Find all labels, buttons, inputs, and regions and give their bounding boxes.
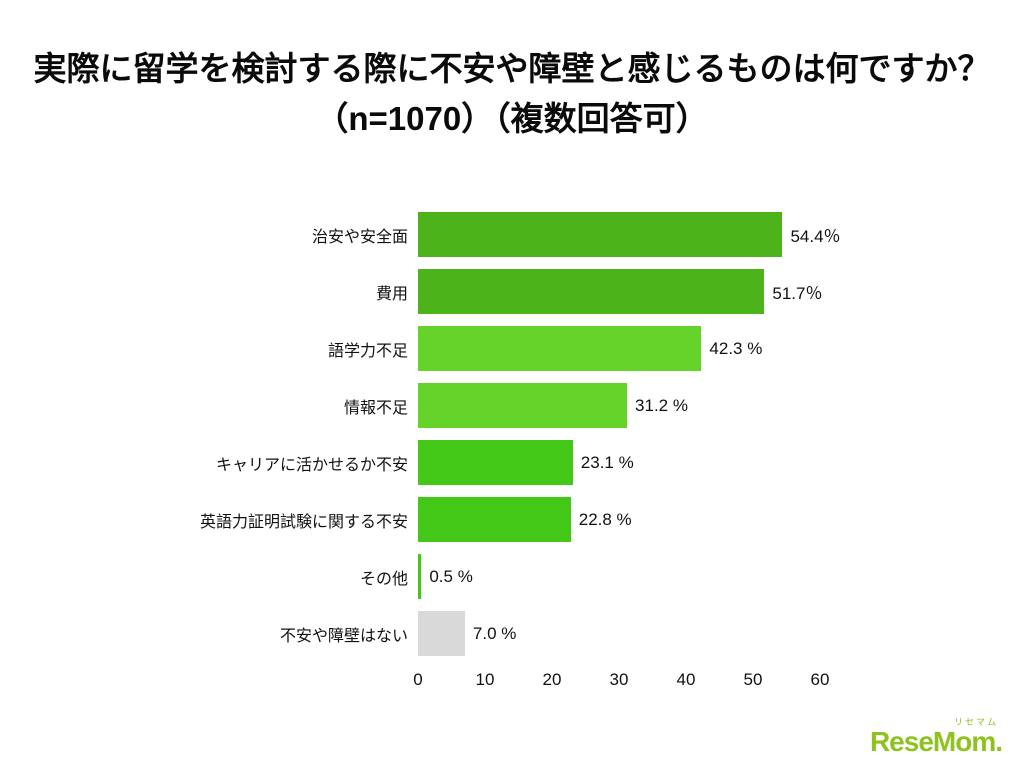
- bar: [418, 497, 571, 542]
- value-label: 31.2 %: [635, 395, 688, 415]
- bar: [418, 440, 573, 485]
- category-label: キャリアに活かせるか不安: [215, 456, 408, 474]
- chart-row: その他 0.5 %: [0, 554, 1024, 599]
- x-axis-tick: 50: [743, 670, 763, 689]
- value-label: 23.1 %: [580, 452, 634, 472]
- x-axis-tick: 60: [810, 670, 830, 689]
- chart-row: キャリアに活かせるか不安 23.1 %: [0, 440, 1024, 485]
- bar-track: 23.1 %: [418, 440, 820, 485]
- chart-row: 不安や障壁はない 7.0 %: [0, 611, 1024, 656]
- chart-row: 英語力証明試験に関する不安 22.8 %: [0, 497, 1024, 542]
- category-label: 情報不足: [343, 399, 408, 417]
- value-label: 51.7％: [772, 284, 823, 303]
- category-label: 治安や安全面: [311, 228, 408, 246]
- chart-row: 費用 51.7％: [0, 269, 1024, 314]
- chart-title-line1: 実際に留学を検討する際に不安や障壁と感じるものは何ですか？: [33, 50, 991, 87]
- category-label: 費用: [375, 285, 408, 303]
- bar-track: 51.7％: [418, 269, 823, 314]
- resemom-logo-ruby: リセマム: [953, 717, 998, 727]
- chart-row: 治安や安全面 54.4％: [0, 212, 1024, 257]
- x-axis-tick: 30: [609, 670, 629, 689]
- x-axis: 0 10 20 30 40 50 60: [413, 668, 829, 694]
- bar-track: 0.5 %: [418, 554, 820, 599]
- bar: [418, 269, 765, 314]
- value-label: 7.0 %: [472, 623, 517, 643]
- bar-track: 42.3 %: [418, 326, 820, 371]
- bar: [418, 383, 628, 428]
- bar-track: 54.4％: [418, 212, 841, 257]
- bar: [418, 326, 702, 371]
- bar-chart: 治安や安全面 54.4％ 費用 51.7％ 語学力不足 42.3 % 情報不足 31.2 % キ…: [0, 212, 1024, 694]
- bar: [418, 212, 783, 257]
- category-label: 語学力不足: [327, 342, 408, 360]
- chart-row: 語学力不足 42.3 %: [0, 326, 1024, 371]
- bar-track: 31.2 %: [418, 383, 820, 428]
- category-label: その他: [359, 570, 408, 588]
- bar: [418, 611, 465, 656]
- bar-track: 7.0 %: [418, 611, 820, 656]
- category-label: 不安や障壁はない: [279, 627, 408, 645]
- bar: [418, 554, 422, 599]
- chart-row: 情報不足 31.2 %: [0, 383, 1024, 428]
- bar-track: 22.8 %: [418, 497, 820, 542]
- x-axis-tick: 20: [542, 670, 562, 689]
- resemom-logo-text: ReseMom.: [869, 726, 1003, 757]
- category-label: 英語力証明試験に関する不安: [199, 513, 408, 531]
- chart-rows: 治安や安全面 54.4％ 費用 51.7％ 語学力不足 42.3 % 情報不足 31.2 % キ…: [0, 212, 1024, 656]
- value-label: 22.8 %: [578, 509, 632, 529]
- value-label: 0.5 %: [429, 566, 473, 586]
- x-axis-tick: 40: [676, 670, 696, 689]
- x-axis-tick: 10: [475, 670, 495, 689]
- chart-title: 実際に留学を検討する際に不安や障壁と感じるものは何ですか？ （n=1070）（複…: [0, 44, 1024, 143]
- chart-title-line2: （n=1070）（複数回答可）: [315, 99, 709, 137]
- value-label: 54.4％: [790, 227, 841, 246]
- x-axis-tick: 0: [413, 670, 423, 689]
- resemom-logo: リセマム ReseMom.: [869, 717, 1003, 757]
- value-label: 42.3 %: [709, 338, 763, 358]
